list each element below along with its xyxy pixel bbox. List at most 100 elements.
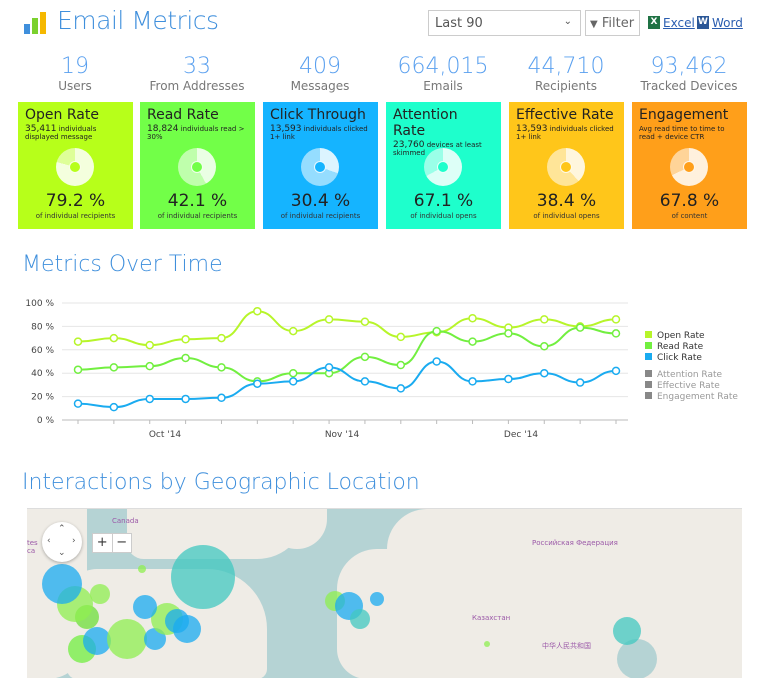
- x-tick-label: Oct '14: [149, 430, 182, 440]
- data-point: [432, 357, 441, 366]
- data-point: [468, 313, 477, 323]
- legend-item-attention-rate[interactable]: Attention Rate: [645, 370, 722, 380]
- location-bubble[interactable]: [171, 545, 235, 609]
- data-point: [181, 335, 190, 344]
- card-description: devices at least skimmed: [393, 141, 482, 157]
- data-point: [253, 306, 262, 316]
- data-point: [432, 326, 441, 336]
- location-bubble[interactable]: [133, 595, 157, 619]
- data-point: [611, 329, 621, 338]
- location-bubble[interactable]: [165, 609, 189, 633]
- zoom-in-button[interactable]: +: [93, 534, 113, 552]
- location-bubble[interactable]: [90, 584, 110, 604]
- y-tick-label: 100 %: [25, 299, 54, 309]
- data-point: [396, 360, 406, 370]
- metric-card-open-rate[interactable]: Open Rate 35,411 individuals displayed m…: [18, 102, 133, 229]
- donut-chart-icon: [178, 148, 216, 186]
- legend-swatch: [645, 353, 652, 360]
- pan-left-icon[interactable]: ‹: [47, 536, 51, 546]
- pan-right-icon[interactable]: ›: [72, 536, 76, 546]
- card-value: 67.1 %: [413, 191, 474, 211]
- metric-card-effective-rate[interactable]: Effective Rate 13,593 individuals clicke…: [509, 102, 624, 229]
- map-label-usa: tes ca: [27, 539, 38, 555]
- legend-item-engagement-rate[interactable]: Engagement Rate: [645, 392, 738, 402]
- card-subtitle: of individual recipients: [157, 212, 238, 220]
- legend-label: Engagement Rate: [657, 392, 738, 402]
- legend-item-open-rate[interactable]: Open Rate: [645, 331, 705, 341]
- card-description: individuals clicked 1+ link: [516, 125, 614, 141]
- location-bubble[interactable]: [138, 565, 146, 573]
- metric-card-engagement[interactable]: Engagement Avg read time to time to read…: [632, 102, 747, 229]
- data-point: [540, 315, 549, 324]
- series-line-read-rate: [77, 326, 617, 383]
- stat-messages: 409 Messages: [260, 54, 380, 93]
- location-bubble[interactable]: [350, 609, 370, 629]
- pan-up-icon[interactable]: ⌃: [58, 524, 66, 534]
- word-icon: W: [697, 16, 709, 29]
- pan-down-icon[interactable]: ⌄: [58, 548, 66, 558]
- word-export-link[interactable]: Word: [712, 16, 743, 30]
- y-tick-label: 80 %: [31, 322, 54, 332]
- stat-label: From Addresses: [149, 79, 245, 93]
- stat-label: Users: [58, 79, 92, 93]
- card-subtitle: of individual opens: [533, 212, 600, 220]
- metric-card-attention-rate[interactable]: Attention Rate 23,760 devices at least s…: [386, 102, 501, 229]
- chevron-down-icon: ⌄: [563, 16, 572, 27]
- data-point: [504, 374, 513, 384]
- legend-item-read-rate[interactable]: Read Rate: [645, 342, 703, 352]
- data-point: [575, 378, 585, 387]
- data-point: [324, 315, 334, 324]
- x-tick-label: Dec '14: [504, 430, 538, 440]
- card-subtitle: of content: [671, 212, 708, 220]
- location-bubble[interactable]: [484, 641, 490, 647]
- map-pan-control[interactable]: ⌃ ‹ › ⌄: [42, 522, 82, 562]
- stat-recipients: 44,710 Recipients: [506, 54, 626, 93]
- legend-label: Attention Rate: [657, 370, 723, 380]
- location-bubble[interactable]: [83, 627, 111, 655]
- stat-value: 33: [183, 54, 211, 79]
- metric-card-click-through[interactable]: Click Through 13,593 individuals clicked…: [263, 102, 378, 229]
- data-point: [217, 333, 226, 343]
- location-bubble[interactable]: [107, 619, 147, 659]
- map-label-russia: Российская Федерация: [532, 539, 618, 547]
- y-tick-label: 40 %: [31, 369, 54, 379]
- data-point: [396, 332, 406, 342]
- card-description: individuals clicked 1+ link: [270, 125, 368, 141]
- card-title: Read Rate: [147, 107, 219, 123]
- zoom-out-button[interactable]: −: [116, 535, 128, 550]
- legend-item-click-rate[interactable]: Click Rate: [645, 353, 702, 363]
- excel-export-link[interactable]: Excel: [663, 16, 695, 30]
- data-point: [540, 368, 549, 378]
- geo-location-heading: Interactions by Geographic Location: [22, 470, 420, 495]
- date-range-select[interactable]: Last 90 ⌄: [428, 10, 581, 36]
- excel-icon: X: [648, 16, 660, 29]
- stat-value: 664,015: [397, 54, 489, 79]
- data-point: [396, 384, 406, 393]
- data-point: [360, 317, 370, 326]
- card-description: individuals read > 30%: [147, 125, 245, 141]
- location-bubble[interactable]: [613, 617, 641, 645]
- data-point: [109, 333, 119, 343]
- metric-card-read-rate[interactable]: Read Rate 18,824 individuals read > 30% …: [140, 102, 255, 229]
- location-bubble[interactable]: [370, 592, 384, 606]
- data-point: [145, 340, 154, 350]
- card-title: Attention Rate: [393, 107, 458, 139]
- map-label-china: 中华人民共和国: [542, 642, 591, 650]
- legend-label: Effective Rate: [657, 381, 720, 391]
- geo-map[interactable]: Canada tes ca Российская Федерация Казах…: [27, 508, 742, 678]
- filter-button[interactable]: ▼ Filter: [585, 10, 640, 36]
- data-point: [504, 329, 513, 338]
- map-zoom-control: + −: [92, 533, 132, 553]
- card-subtitle: of individual opens: [410, 212, 477, 220]
- data-point: [360, 352, 370, 362]
- data-point: [73, 399, 83, 408]
- location-bubble[interactable]: [42, 564, 82, 604]
- card-value: 42.1 %: [167, 191, 228, 211]
- data-point: [253, 379, 262, 388]
- legend-item-effective-rate[interactable]: Effective Rate: [645, 381, 720, 391]
- date-range-value: Last 90: [435, 16, 483, 31]
- data-point: [181, 353, 190, 363]
- stat-value: 44,710: [527, 54, 605, 79]
- legend-swatch: [645, 381, 652, 388]
- legend-swatch: [645, 370, 652, 377]
